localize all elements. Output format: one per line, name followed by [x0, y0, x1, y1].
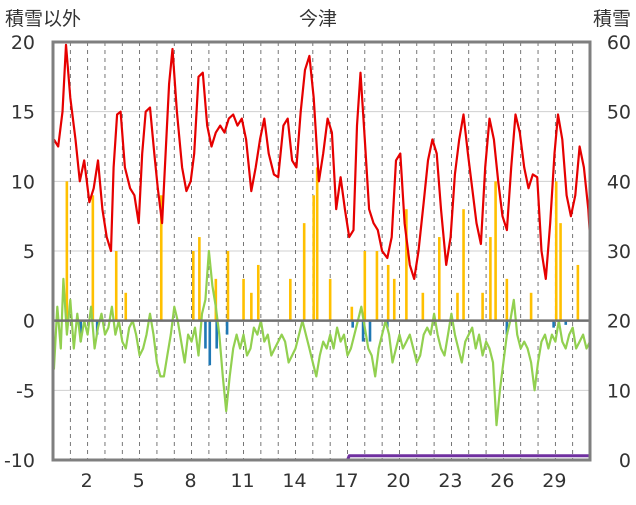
- bar-mark: [505, 278, 509, 321]
- left-tick-label: -5: [16, 380, 35, 402]
- x-tick-label: 26: [490, 470, 514, 492]
- bar-mark: [302, 223, 306, 321]
- bar-mark: [289, 278, 292, 321]
- x-tick-label: 14: [282, 470, 306, 492]
- bar-mark: [198, 237, 201, 321]
- left-tick-label: 15: [11, 102, 35, 124]
- bar-mark: [368, 320, 372, 342]
- grid-layer: [53, 41, 590, 461]
- series-line: [52, 43, 592, 280]
- bar-mark: [215, 320, 218, 349]
- bar-mark: [576, 264, 580, 321]
- left-tick-label: 10: [11, 171, 35, 193]
- right-tick-label: 50: [607, 102, 631, 124]
- bar-mark: [552, 320, 555, 328]
- bar-mark: [208, 320, 212, 366]
- bar-mark: [114, 251, 118, 321]
- bar-mark: [363, 251, 367, 321]
- bar-mark: [505, 320, 509, 335]
- bar-mark: [315, 167, 319, 321]
- series-line: [52, 249, 591, 427]
- bar-mark: [456, 292, 459, 321]
- right-tick-label: 20: [607, 311, 631, 333]
- x-tick-label: 2: [81, 470, 93, 492]
- x-tick-label: 23: [438, 470, 462, 492]
- bar-mark: [65, 181, 69, 321]
- x-tick-label: 5: [133, 470, 145, 492]
- bar-mark: [79, 320, 83, 342]
- bar-mark: [226, 251, 230, 321]
- bar-mark: [351, 320, 354, 328]
- bar-mark: [225, 320, 229, 335]
- bar-mark: [529, 292, 533, 321]
- bar-mark: [124, 292, 128, 321]
- right-tick-label: 0: [619, 450, 631, 472]
- left-tick-label: -10: [4, 450, 35, 472]
- bar-mark: [328, 278, 332, 321]
- bar-mark: [204, 320, 207, 349]
- bar-mark: [250, 292, 253, 321]
- left-tick-label: 20: [11, 32, 35, 54]
- bar-mark: [375, 251, 379, 321]
- right-axis-title: 積雪: [593, 8, 631, 30]
- right-tick-label: 10: [607, 380, 631, 402]
- x-tick-label: 11: [230, 470, 254, 492]
- bar-mark: [192, 251, 195, 321]
- bar-mark: [462, 209, 465, 321]
- bar-mark: [350, 306, 354, 321]
- x-tick-label: 20: [386, 470, 410, 492]
- bar-mark: [564, 320, 568, 325]
- bar-mark: [421, 292, 425, 321]
- bar-mark: [481, 292, 484, 321]
- right-tick-label: 60: [607, 32, 631, 54]
- right-tick-label: 40: [607, 171, 631, 193]
- x-tick-label: 8: [185, 470, 197, 492]
- bar-layer: [65, 167, 580, 366]
- bar-mark: [554, 181, 558, 321]
- bar-mark: [494, 181, 497, 321]
- left-tick-label: 0: [23, 311, 35, 333]
- axis-layer: -10 -5 0 5 10 15 20 0 10 20 30 40 50 60 2 5 8 11 14 17 20 23 2…: [4, 32, 631, 492]
- plot-frame: [51, 40, 592, 462]
- bar-mark: [361, 320, 365, 342]
- bar-mark: [159, 195, 163, 321]
- left-axis-title: 積雪以外: [5, 8, 81, 30]
- bar-mark: [312, 195, 316, 321]
- x-tick-label: 29: [542, 470, 566, 492]
- left-tick-label: 5: [23, 241, 35, 263]
- bar-mark: [392, 278, 396, 321]
- bar-mark: [256, 264, 260, 321]
- bar-mark: [386, 264, 390, 321]
- bar-mark: [91, 195, 95, 321]
- right-tick-label: 30: [607, 241, 631, 263]
- bar-mark: [489, 237, 492, 321]
- bar-mark: [214, 278, 218, 321]
- bar-mark: [405, 209, 408, 321]
- bar-mark: [242, 278, 245, 321]
- x-tick-label: 17: [334, 470, 358, 492]
- bar-mark: [559, 223, 562, 321]
- bar-mark: [437, 237, 441, 321]
- chart-title: 今津: [299, 8, 337, 30]
